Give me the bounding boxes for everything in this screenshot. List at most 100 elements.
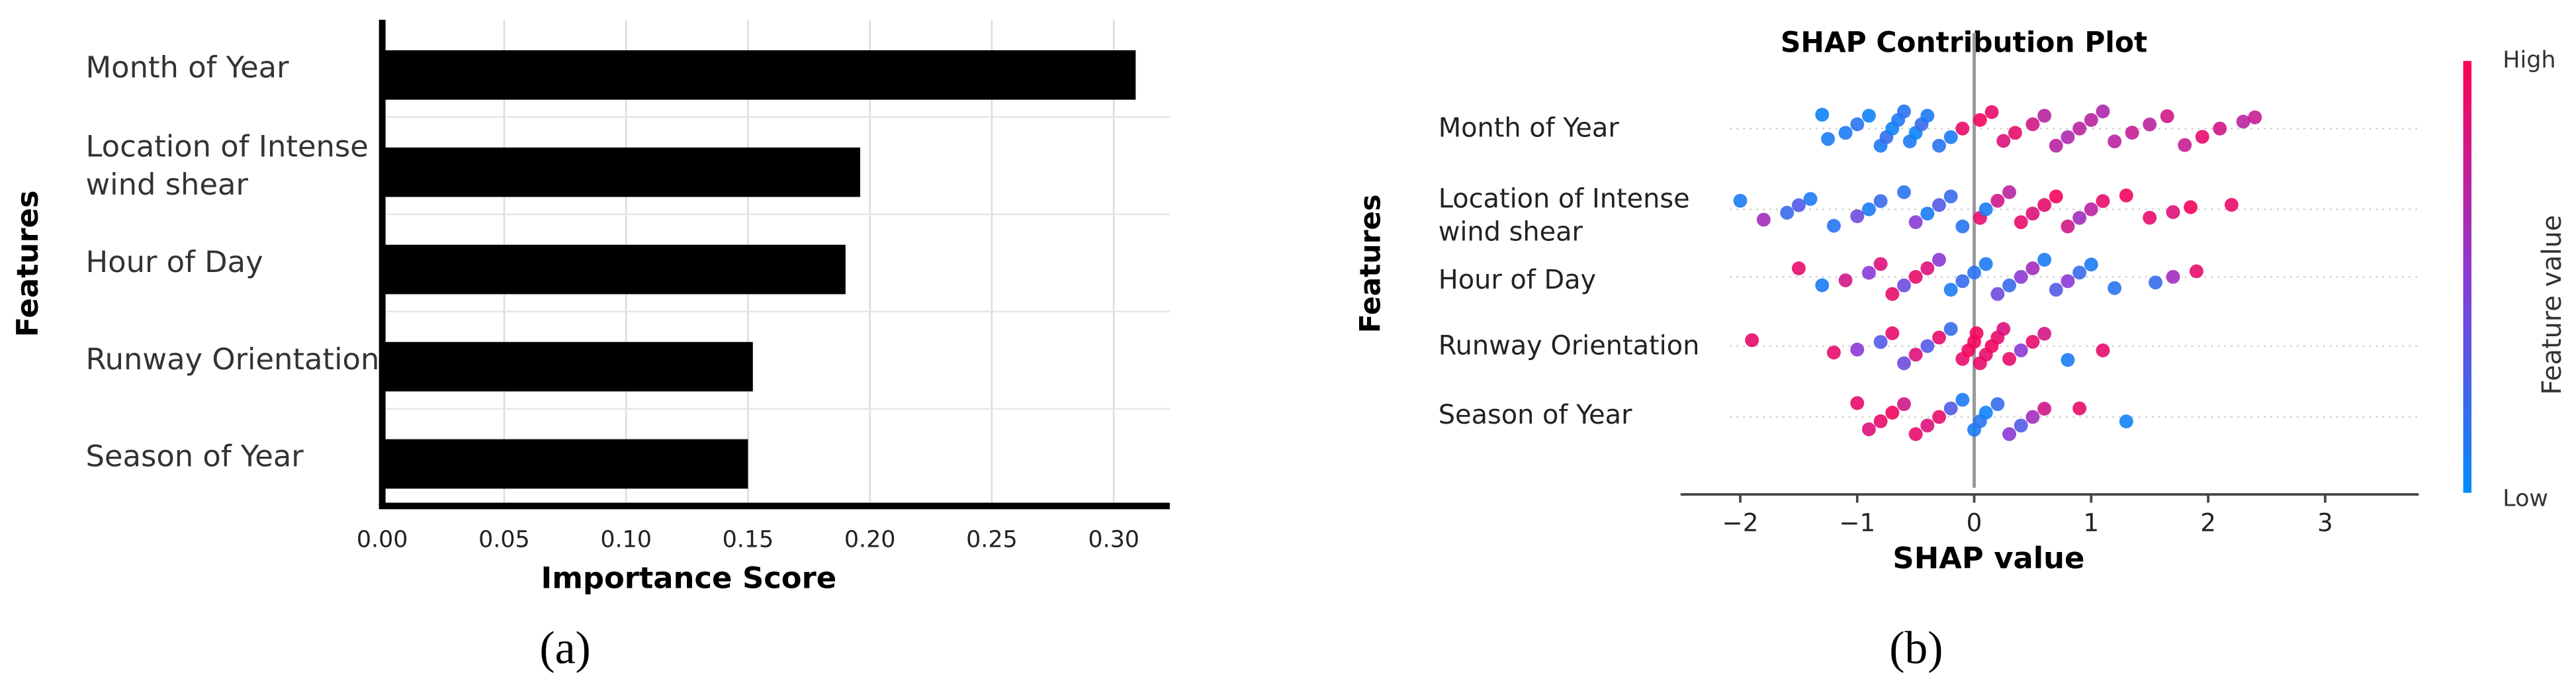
colorbar-high-label: High: [2503, 47, 2555, 73]
shap-point: [2096, 104, 2110, 118]
shap-point: [1996, 322, 2011, 336]
shap-point: [2061, 353, 2075, 367]
shap-point: [1745, 333, 1759, 347]
shap-point: [1897, 356, 1911, 371]
shap-point: [1955, 219, 1970, 234]
x-tick-label: −2: [1722, 508, 1758, 537]
shap-point: [1978, 202, 1993, 216]
shap-point: [1838, 273, 1853, 288]
shap-point: [2037, 109, 2052, 123]
x-axis-title: SHAP value: [1892, 541, 2084, 576]
y-tick-label: Location of Intense wind shear: [85, 130, 369, 203]
shap-point: [2225, 198, 2239, 212]
shap-point: [2049, 138, 2063, 153]
y-tick-label: Location of Intense wind shear: [1438, 183, 1690, 248]
shap-point: [1838, 126, 1853, 140]
bar: [382, 342, 753, 392]
shap-point: [2143, 117, 2157, 132]
shap-point: [1791, 261, 1806, 275]
shap-point: [2072, 401, 2087, 416]
x-tick-label: 3: [2317, 508, 2333, 537]
chart-title: SHAP Contribution Plot: [1781, 26, 2147, 59]
shap-point: [1955, 121, 1970, 136]
y-tick-label: Month of Year: [85, 51, 289, 87]
shap-point: [2025, 207, 2040, 221]
shap-point: [1850, 117, 1865, 132]
shap-point: [1885, 326, 1900, 340]
category-label-box: Month of Year: [85, 51, 289, 87]
shap-point: [1815, 107, 1830, 122]
x-tick-label: 0.10: [600, 527, 652, 553]
shap-point: [2072, 210, 2087, 225]
colorbar: [2463, 61, 2471, 493]
shap-point: [2002, 351, 2017, 366]
shap-point: [1885, 406, 1900, 420]
category-label-box: Season of Year: [1439, 399, 1632, 430]
shap-point: [1861, 422, 1876, 437]
shap-point: [2037, 326, 2052, 341]
shap-point: [2160, 109, 2174, 124]
x-tick-label: 0.05: [478, 527, 530, 553]
shap-point: [1885, 287, 1900, 301]
shap-point: [2025, 261, 2040, 275]
x-tick-label: 0: [1967, 508, 1982, 537]
shap-point: [1897, 397, 1911, 412]
shap-point: [1850, 209, 1865, 224]
colorbar-low-label: Low: [2503, 485, 2548, 512]
colorbar-title: Feature value: [2537, 215, 2567, 395]
shap-point: [1908, 347, 1923, 362]
x-tick-label: 0.20: [844, 527, 896, 553]
figure-body: Features Importance Score (a) SHAP Contr…: [10, 19, 2567, 674]
shap-point: [1920, 207, 1935, 221]
shap-point: [2248, 110, 2262, 124]
shap-point: [1850, 396, 1865, 410]
shap-point: [2037, 252, 2052, 267]
category-label-box: Hour of Day: [85, 246, 263, 281]
shap-point: [1973, 113, 1987, 127]
shap-point: [1861, 202, 1876, 216]
shap-point: [1821, 132, 1836, 146]
shap-point: [2084, 113, 2098, 127]
shap-point: [2025, 410, 2040, 424]
x-tick-label: 0.30: [1088, 527, 1139, 553]
shap-point: [1943, 322, 1958, 336]
shap-point: [2002, 278, 2017, 293]
bar: [382, 439, 748, 489]
shap-point: [2072, 265, 2087, 280]
shap-point: [2025, 117, 2040, 132]
shap-point: [2213, 121, 2227, 136]
shap-point: [1826, 218, 1841, 233]
shap-point: [2014, 215, 2028, 230]
shap-point: [1920, 418, 1935, 433]
shap-point: [1984, 105, 1999, 119]
shap-point: [2037, 198, 2052, 212]
shap-point: [2002, 185, 2017, 199]
shap-point: [2061, 274, 2075, 289]
y-axis-title: Features: [10, 190, 45, 337]
shap-point: [1826, 346, 1841, 360]
shap-point: [2084, 202, 2098, 216]
shap-point: [2108, 281, 2122, 295]
shap-point: [2119, 414, 2133, 429]
shap-point: [1932, 330, 1946, 345]
shap-point: [1897, 278, 1911, 293]
shap-point: [1990, 287, 2005, 301]
shap-point: [1791, 198, 1806, 212]
shap-point: [1873, 335, 1888, 349]
shap-point: [1943, 130, 1958, 144]
shap-point: [1756, 212, 1771, 227]
category-label-box: Location of Intense wind shear: [1438, 183, 1690, 248]
shap-point: [1861, 265, 1876, 280]
shap-point: [1920, 109, 1935, 123]
shap-point: [1932, 410, 1946, 424]
shap-point: [2119, 188, 2133, 203]
shap-point: [2195, 130, 2209, 144]
bar: [382, 147, 860, 197]
shap-point: [1943, 283, 1958, 297]
shap-point: [1908, 427, 1923, 441]
shap-point: [1943, 189, 1958, 204]
shap-point: [1897, 104, 1911, 118]
y-tick-label: Month of Year: [1438, 112, 1619, 144]
shap-point: [1996, 134, 2011, 148]
